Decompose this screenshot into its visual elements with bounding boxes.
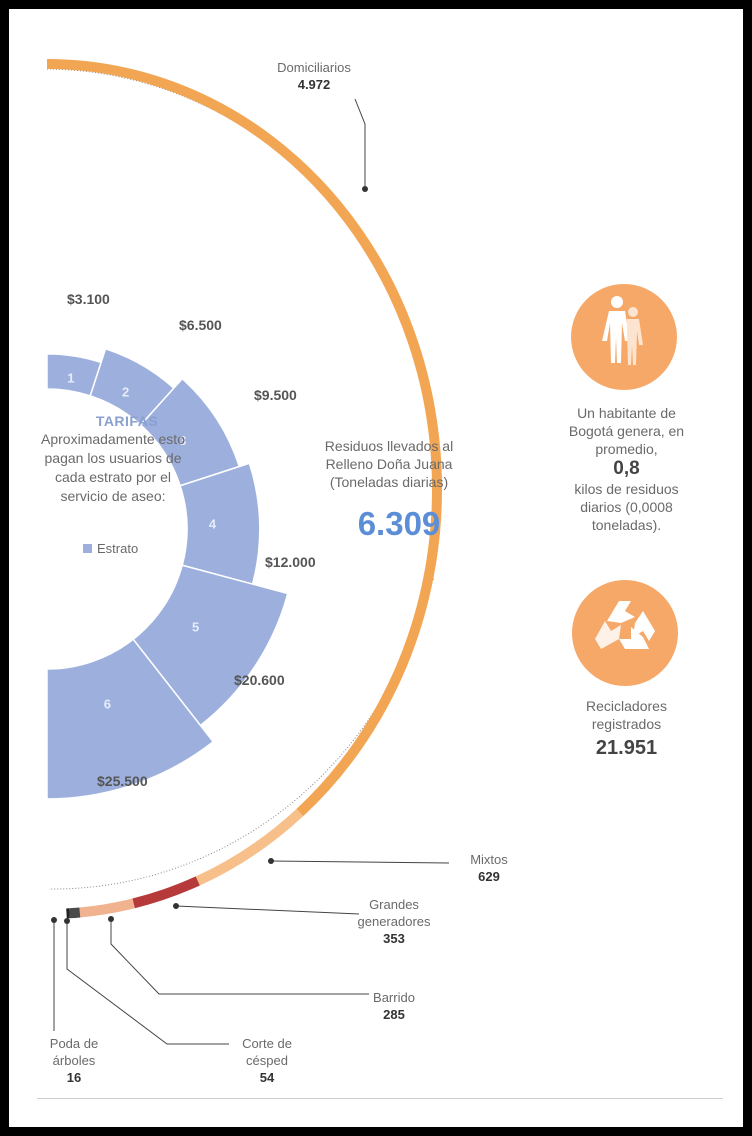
- estrato-label-6: 6: [104, 696, 111, 711]
- label-barrido: Barrido 285: [373, 990, 415, 1022]
- leader-dot-domiciliarios: [362, 186, 368, 192]
- label-domiciliarios: Domiciliarios 4.972: [277, 60, 351, 92]
- leader-barrido: [110, 919, 369, 995]
- price-label-2: $6.500: [179, 317, 222, 333]
- leader-domiciliarios: [354, 98, 366, 189]
- bottom-divider: [37, 1098, 723, 1099]
- leader-dot-mixtos: [268, 858, 274, 864]
- leader-dot-barrido: [108, 916, 114, 922]
- estrato-label-2: 2: [122, 385, 129, 400]
- ring-segment-4: [69, 907, 81, 919]
- habitante-fact: Un habitante de Bogotá genera, en promed…: [554, 404, 699, 534]
- legend-swatch: [83, 544, 92, 553]
- leader-dot-poda: [51, 917, 57, 923]
- recicladores-value: 21.951: [595, 737, 658, 759]
- estrato-label-1: 1: [67, 371, 74, 386]
- ring-segment-2: [132, 876, 200, 909]
- tariff-sector-4: [179, 462, 261, 586]
- waste-ring: [46, 59, 442, 919]
- price-label-4: $12.000: [265, 554, 316, 570]
- person-icon: [571, 284, 677, 390]
- recicladores-text: Recicladores registrados: [586, 698, 667, 732]
- label-poda-arboles: Poda de árboles 16: [49, 1036, 99, 1085]
- waste-chart: 1 2 3 4 5 6: [46, 59, 678, 1045]
- leader-mixtos: [270, 860, 450, 864]
- price-label-3: $9.500: [254, 387, 297, 403]
- total-subtitle: Residuos llevados al Relleno Doña Juana …: [324, 438, 454, 490]
- tariff-sector-5: [132, 564, 289, 727]
- leader-grandes: [175, 905, 360, 915]
- tarifas-description: Aproximadamente esto pagan los usuarios …: [41, 431, 185, 504]
- tarifas-title: TARIFAS: [95, 413, 159, 429]
- estrato-label-4: 4: [209, 517, 217, 532]
- habitante-value: 0,8: [613, 458, 640, 479]
- tariff-sectors: 1 2 3 4 5 6: [46, 347, 289, 800]
- label-mixtos: Mixtos 629: [470, 852, 508, 884]
- price-label-6: $25.500: [97, 773, 148, 789]
- tariff-sector-6: [46, 638, 215, 800]
- habitante-text-1: Un habitante de Bogotá genera, en promed…: [568, 405, 685, 457]
- label-corte-cesped: Corte de césped 54: [242, 1036, 292, 1085]
- estrato-label-5: 5: [192, 619, 199, 634]
- recycle-icon: [572, 580, 678, 686]
- habitante-text-2: kilos de residuos diarios (0,0008 tonela…: [574, 481, 679, 533]
- leader-dot-grandes: [173, 903, 179, 909]
- legend-estrato: Estrato: [83, 541, 138, 556]
- ring-segment-1: [195, 808, 304, 886]
- label-grandes-generadores: Grandes generadores 353: [357, 897, 431, 946]
- legend-label: Estrato: [97, 541, 139, 556]
- estrato-label-3: 3: [179, 433, 186, 448]
- price-label-5: $20.600: [234, 672, 285, 688]
- ring-segment-0: [46, 59, 442, 817]
- leader-corte: [66, 921, 229, 1045]
- leader-dot-corte: [64, 918, 70, 924]
- price-label-1: $3.100: [67, 291, 110, 307]
- ring-segment-3: [79, 898, 135, 918]
- total-value: 6.309: [357, 505, 441, 542]
